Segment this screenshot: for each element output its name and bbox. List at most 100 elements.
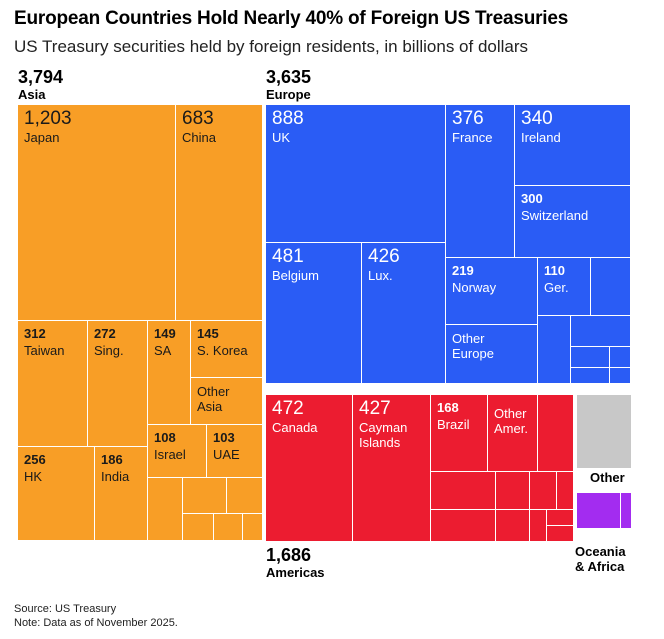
tile-label: Brazil	[437, 417, 470, 432]
tile-americas-minor[interactable]	[430, 471, 496, 510]
tile-europe-minor[interactable]	[570, 315, 631, 347]
tile-asia-minor[interactable]	[213, 513, 243, 541]
tile-belgium[interactable]: 481 Belgium	[265, 242, 362, 384]
tile-oceania-africa[interactable]	[576, 492, 621, 529]
tile-americas-minor[interactable]	[546, 525, 574, 542]
tile-value: 103	[213, 430, 235, 445]
tile-value: 426	[368, 246, 400, 267]
tile-americas-minor[interactable]	[529, 471, 557, 510]
tile-canada[interactable]: 472 Canada	[265, 394, 353, 542]
tile-label: SA	[154, 343, 172, 358]
tile-luxembourg[interactable]: 426 Lux.	[361, 242, 446, 384]
tile-other[interactable]	[576, 394, 632, 469]
tile-label: Sing.	[94, 343, 124, 358]
other-label: Other	[590, 470, 625, 485]
tile-value: 683	[182, 108, 214, 129]
tile-label: Other Europe	[452, 331, 494, 361]
asia-label: Asia	[18, 87, 46, 102]
tile-asia-minor[interactable]	[242, 513, 263, 541]
tile-taiwan[interactable]: 312 Taiwan	[17, 320, 88, 447]
chart-title: European Countries Hold Nearly 40% of Fo…	[14, 8, 569, 29]
tile-value: 888	[272, 108, 304, 129]
tile-label: Canada	[272, 420, 318, 435]
tile-americas-minor[interactable]	[546, 509, 574, 526]
tile-label: HK	[24, 469, 43, 484]
tile-uae[interactable]: 103 UAE	[206, 424, 263, 478]
tile-asia-minor[interactable]	[182, 513, 214, 541]
tile-germany[interactable]: 110 Ger.	[537, 257, 591, 316]
tile-value: 110	[544, 263, 565, 278]
tile-europe-minor[interactable]	[609, 367, 631, 384]
tile-label: France	[452, 130, 493, 145]
europe-label: Europe	[266, 87, 311, 102]
oceania-label: Oceania	[575, 544, 626, 559]
tile-brazil[interactable]: 168 Brazil	[430, 394, 488, 472]
tile-singapore[interactable]: 272 Sing.	[87, 320, 148, 447]
tile-label: Other Asia	[197, 384, 230, 414]
tile-label: Other Amer.	[494, 406, 528, 436]
tile-value: 272	[94, 326, 116, 341]
tile-israel[interactable]: 108 Israel	[147, 424, 207, 478]
tile-label: Cayman Islands	[359, 420, 408, 450]
tile-switzerland[interactable]: 300 Switzerland	[514, 185, 631, 258]
tile-south-korea[interactable]: 145 S. Korea	[190, 320, 263, 378]
tile-label: Norway	[452, 280, 497, 295]
tile-value: 427	[359, 398, 391, 419]
tile-label: UK	[272, 130, 291, 145]
data-note: Note: Data as of November 2025.	[14, 617, 178, 629]
tile-cayman-islands[interactable]: 427 Cayman Islands	[352, 394, 431, 542]
tile-china[interactable]: 683 China	[175, 104, 263, 321]
europe-total: 3,635	[266, 67, 312, 87]
tile-europe-minor[interactable]	[537, 315, 571, 384]
tile-france[interactable]: 376 France	[445, 104, 515, 258]
tile-japan[interactable]: 1,203 Japan	[17, 104, 176, 321]
tile-saudi-arabia[interactable]: 149 SA	[147, 320, 191, 425]
tile-label: Ger.	[544, 280, 569, 295]
tile-label: Ireland	[521, 130, 561, 145]
tile-value: 376	[452, 108, 484, 129]
tile-americas-minor[interactable]	[529, 509, 547, 542]
tile-value: 300	[521, 191, 543, 206]
tile-uk[interactable]: 888 UK	[265, 104, 446, 243]
tile-oceania-africa[interactable]	[620, 492, 632, 529]
tile-americas-minor[interactable]	[495, 471, 530, 510]
tile-americas-minor[interactable]	[495, 509, 530, 542]
tile-value: 256	[24, 452, 46, 467]
tile-americas-minor[interactable]	[556, 471, 574, 510]
tile-other-asia[interactable]: Other Asia	[190, 377, 263, 425]
asia-total: 3,794	[18, 67, 64, 87]
tile-europe-minor[interactable]	[570, 346, 610, 368]
tile-value: 481	[272, 246, 304, 267]
tile-ireland[interactable]: 340 Ireland	[514, 104, 631, 186]
africa-label: & Africa	[575, 559, 625, 574]
tile-value: 145	[197, 326, 219, 341]
tile-other-americas[interactable]: Other Amer.	[487, 394, 538, 472]
tile-hong-kong[interactable]: 256 HK	[17, 446, 95, 541]
tile-other-europe[interactable]: Other Europe	[445, 324, 538, 384]
tile-india[interactable]: 186 India	[94, 446, 148, 541]
tile-value: 219	[452, 263, 474, 278]
tile-label: S. Korea	[197, 343, 248, 358]
americas-label: Americas	[266, 565, 325, 580]
tile-value: 340	[521, 108, 553, 129]
tile-value: 108	[154, 430, 176, 445]
americas-total: 1,686	[266, 545, 312, 565]
tile-asia-minor[interactable]	[182, 477, 227, 514]
tile-europe-minor[interactable]	[609, 346, 631, 368]
tile-americas-minor[interactable]	[430, 509, 496, 542]
tile-label: Taiwan	[24, 343, 65, 358]
tile-value: 1,203	[24, 108, 72, 129]
tile-label: China	[182, 130, 216, 145]
tile-value: 149	[154, 326, 176, 341]
tile-norway[interactable]: 219 Norway	[445, 257, 538, 325]
tile-label: Switzerland	[521, 208, 589, 223]
tile-label: UAE	[213, 447, 240, 462]
tile-asia-minor[interactable]	[147, 477, 183, 541]
tile-europe-minor[interactable]	[570, 367, 610, 384]
tile-value: 168	[437, 400, 459, 415]
tile-label: Israel	[154, 447, 186, 462]
tile-asia-minor[interactable]	[226, 477, 263, 514]
tile-americas-minor[interactable]	[537, 394, 574, 472]
tile-europe-minor[interactable]	[590, 257, 631, 316]
chart-subtitle: US Treasury securities held by foreign r…	[14, 37, 529, 56]
